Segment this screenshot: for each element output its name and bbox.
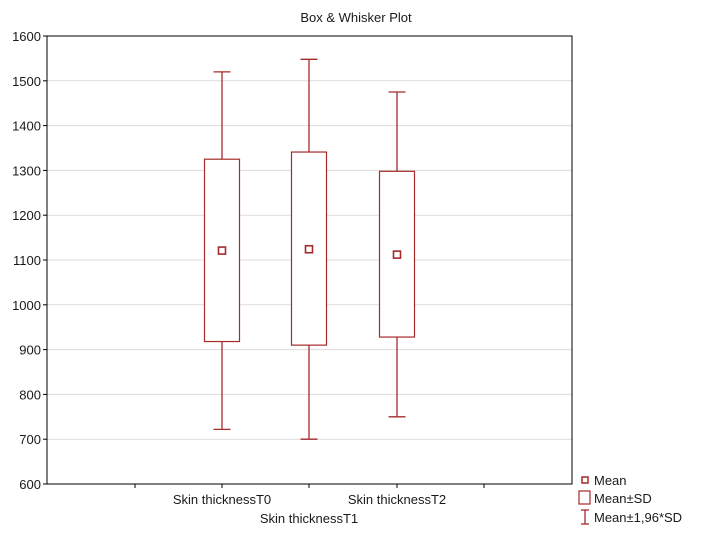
y-tick-label: 1600 xyxy=(12,29,41,44)
y-tick-label: 1400 xyxy=(12,119,41,134)
y-tick-label: 600 xyxy=(19,477,41,492)
chart-title: Box & Whisker Plot xyxy=(300,10,412,25)
y-tick-label: 1500 xyxy=(12,74,41,89)
legend-mean-label: Mean xyxy=(594,473,627,488)
legend: Mean Mean±SD Mean±1,96*SD xyxy=(578,473,682,525)
mean-marker xyxy=(217,246,227,255)
box-group xyxy=(378,91,416,418)
y-tick-label: 1000 xyxy=(12,298,41,313)
x-tick-label: Skin thicknessT1 xyxy=(260,511,358,526)
x-tick-label: Skin thicknessT0 xyxy=(173,492,271,507)
y-tick-label: 1100 xyxy=(13,253,41,268)
legend-sd-icon xyxy=(578,490,591,505)
axes: 600 700 800 900 1000 1100 1200 1300 1400 1500 1600… xyxy=(12,29,485,526)
legend-mean-icon xyxy=(581,476,589,484)
mean-marker xyxy=(304,244,314,254)
plot-area xyxy=(203,58,416,440)
mean-marker xyxy=(392,250,402,259)
legend-sd-label: Mean±SD xyxy=(594,491,652,506)
x-tick-label: Skin thicknessT2 xyxy=(348,492,446,507)
y-tick-label: 800 xyxy=(19,387,41,402)
legend-whisker-label: Mean±1,96*SD xyxy=(594,510,682,525)
box-group xyxy=(290,58,328,440)
y-tick-label: 900 xyxy=(19,343,41,358)
box-group xyxy=(203,71,241,430)
y-tick-label: 1200 xyxy=(12,208,41,223)
y-tick-label: 1300 xyxy=(12,163,41,178)
y-tick-label: 700 xyxy=(19,432,41,447)
